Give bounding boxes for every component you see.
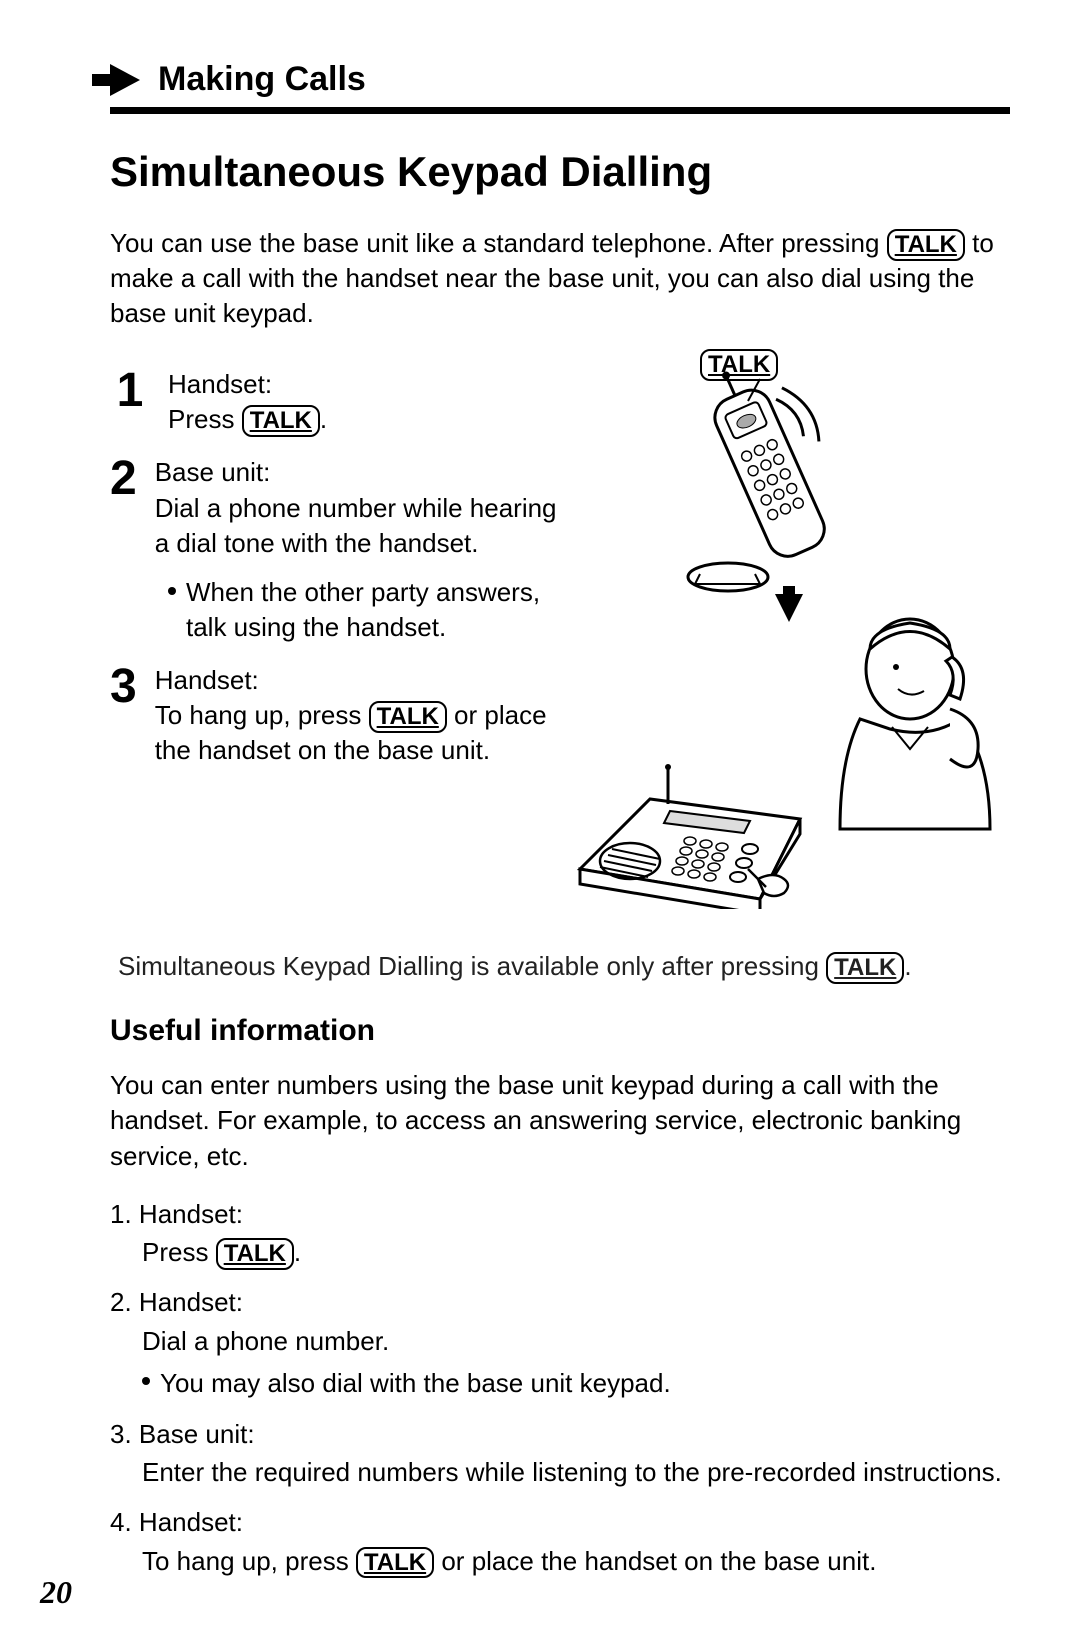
step-body: Base unit: Dial a phone number while hea… — [155, 455, 560, 560]
person-on-phone-icon — [800, 609, 1010, 839]
note-after: . — [904, 951, 911, 981]
useful-information-heading: Useful information — [110, 1014, 1010, 1048]
list-label: Base unit: — [139, 1419, 255, 1449]
list-body-before: Press — [142, 1237, 216, 1267]
list-body: Dial a phone number. — [142, 1323, 1010, 1359]
step-text-after: . — [320, 404, 327, 434]
list-item: 2. Handset: Dial a phone number. You may… — [110, 1284, 1010, 1401]
step-body: Handset: Press TALK. — [168, 367, 327, 437]
list-label: Handset: — [139, 1287, 243, 1317]
step-3: 3 Handset: To hang up, press TALK or pla… — [110, 663, 560, 768]
list-body-after: . — [294, 1237, 301, 1267]
list-label: Handset: — [139, 1199, 243, 1229]
talk-button-label: TALK — [242, 405, 320, 437]
bullet-text: When the other party answers, talk using… — [186, 575, 560, 645]
list-body-before: To hang up, press — [142, 1546, 356, 1576]
talk-button-label: TALK — [826, 952, 904, 984]
step-label: Handset: — [155, 663, 560, 698]
talk-button-label: TALK — [369, 701, 447, 733]
intro-text-before: You can use the base unit like a standar… — [110, 228, 887, 258]
list-body: Press TALK. — [142, 1234, 1010, 1270]
list-number: 1. — [110, 1199, 132, 1229]
illustration-column: TALK — [580, 349, 1010, 909]
cordless-handset-icon — [670, 369, 870, 599]
intro-paragraph: You can use the base unit like a standar… — [110, 226, 1010, 331]
page-title: Simultaneous Keypad Dialling — [110, 148, 1010, 196]
step-1: 1 Handset: Press TALK. — [110, 367, 560, 437]
step-number: 2 — [110, 455, 137, 560]
useful-information-intro: You can enter numbers using the base uni… — [110, 1068, 1010, 1173]
list-body: Enter the required numbers while listeni… — [142, 1454, 1010, 1490]
bullet-icon — [168, 587, 176, 595]
list-number: 2. — [110, 1287, 132, 1317]
section-header: Making Calls — [110, 60, 1010, 99]
step-text-before: Press — [168, 404, 242, 434]
steps-and-illustration: 1 Handset: Press TALK. 2 Base unit: Dial… — [110, 349, 1010, 909]
page-number: 20 — [40, 1574, 72, 1611]
list-item: 1. Handset: Press TALK. — [110, 1196, 1010, 1271]
talk-button-label: TALK — [216, 1238, 294, 1270]
step-number: 3 — [110, 663, 137, 768]
talk-button-label: TALK — [887, 229, 965, 261]
step-label: Base unit: — [155, 455, 560, 490]
list-sub-bullet: You may also dial with the base unit key… — [142, 1365, 1010, 1401]
step-text-before: To hang up, press — [155, 700, 369, 730]
step-2-bullet: When the other party answers, talk using… — [168, 575, 560, 645]
list-body: To hang up, press TALK or place the hand… — [142, 1543, 1010, 1579]
availability-note: Simultaneous Keypad Dialling is availabl… — [118, 949, 1010, 984]
illustration: TALK — [580, 349, 1010, 909]
list-item: 3. Base unit: Enter the required numbers… — [110, 1416, 1010, 1491]
base-unit-icon — [560, 749, 820, 909]
step-text: Dial a phone number while hearing a dial… — [155, 493, 557, 558]
talk-button-label: TALK — [356, 1547, 434, 1579]
list-body-after: or place the handset on the base unit. — [434, 1546, 876, 1576]
steps-column: 1 Handset: Press TALK. 2 Base unit: Dial… — [110, 349, 560, 909]
step-number: 1 — [110, 367, 150, 437]
list-number: 3. — [110, 1419, 132, 1449]
step-2: 2 Base unit: Dial a phone number while h… — [110, 455, 560, 560]
step-label: Handset: — [168, 367, 327, 402]
list-item: 4. Handset: To hang up, press TALK or pl… — [110, 1504, 1010, 1579]
bullet-icon — [142, 1377, 150, 1385]
arrow-right-icon — [110, 64, 140, 96]
useful-information-list: 1. Handset: Press TALK. 2. Handset: Dial… — [110, 1196, 1010, 1580]
bullet-text: You may also dial with the base unit key… — [160, 1365, 671, 1401]
down-arrow-icon — [775, 594, 803, 622]
list-label: Handset: — [139, 1507, 243, 1537]
note-before: Simultaneous Keypad Dialling is availabl… — [118, 951, 826, 981]
horizontal-rule — [110, 107, 1010, 114]
list-number: 4. — [110, 1507, 132, 1537]
step-body: Handset: To hang up, press TALK or place… — [155, 663, 560, 768]
section-title: Making Calls — [158, 60, 366, 99]
